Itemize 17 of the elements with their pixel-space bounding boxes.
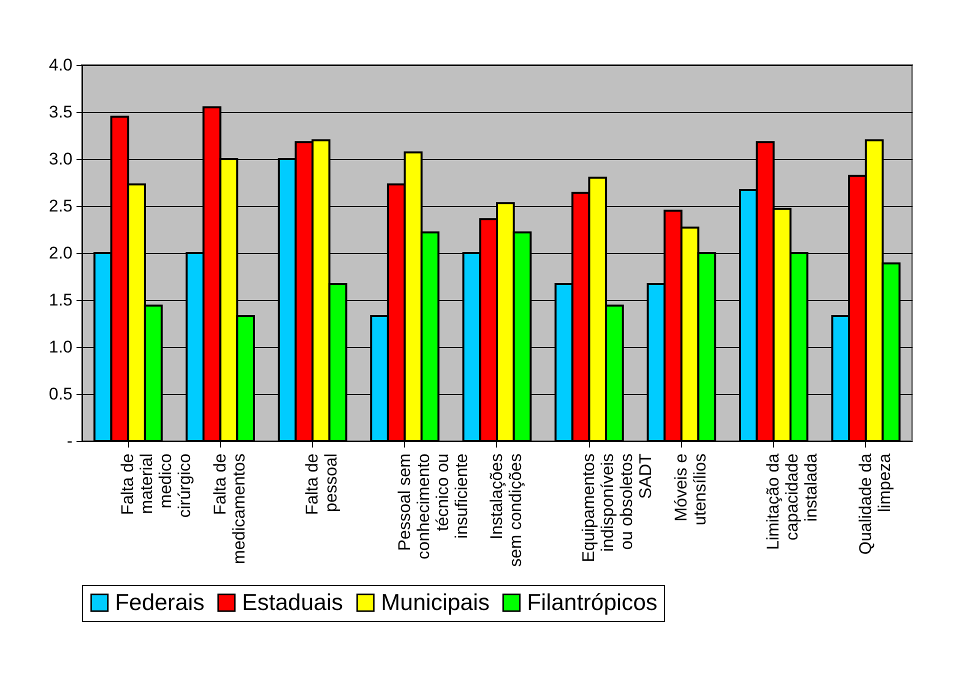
y-tick-label: 0.5 (48, 384, 72, 404)
x-tick-label: Falta de pessoal (302, 454, 341, 515)
legend-label: Estaduais (242, 588, 344, 615)
legend-label: Federais (115, 588, 204, 615)
y-tick-label: 2.5 (48, 196, 72, 216)
x-tick-label: Falta de material medico cirúrgico (118, 454, 194, 518)
y-tick-label: 1.0 (48, 338, 72, 356)
y-tick-label: 4.0 (48, 56, 72, 74)
y-tick-label: 2.0 (48, 244, 72, 262)
legend-label: Filantrópicos (527, 588, 658, 615)
y-tick-label: 3.5 (48, 102, 72, 122)
y-tick-label: - (66, 432, 72, 450)
y-tick-label: 1.5 (48, 290, 72, 310)
x-tick-label: Equipamentos indisponíveis ou obsoletos SADT (579, 454, 656, 562)
legend-label: Municipais (381, 588, 490, 615)
y-tick-label: 3.0 (48, 150, 72, 168)
x-tick-label: Limitação da capacidade instalada (764, 452, 821, 550)
